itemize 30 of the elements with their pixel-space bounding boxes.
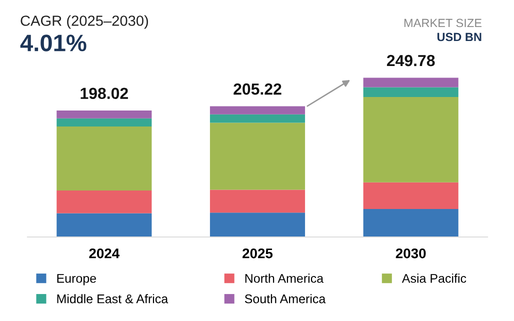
annotation: 198.02 — [80, 88, 128, 100]
legend-label: Middle East & Africa — [57, 294, 168, 304]
bar — [210, 190, 306, 213]
bar — [210, 122, 306, 190]
chart-subtitle: 4.01% — [20, 34, 86, 52]
bar — [363, 208, 458, 237]
bar — [363, 182, 458, 209]
annotation: 205.22 — [234, 83, 282, 95]
bar — [210, 114, 306, 123]
legend-label: Asia Pacific — [402, 274, 466, 283]
x-tick-label: 2030 — [396, 248, 426, 258]
bar — [363, 87, 458, 97]
annotation: 249.78 — [386, 54, 435, 66]
x-tick-label: 2025 — [242, 248, 273, 258]
bar — [56, 190, 152, 214]
bar — [363, 96, 458, 182]
text: USD BN — [437, 32, 482, 42]
bar — [210, 106, 306, 114]
x-tick-label: 2024 — [89, 248, 120, 258]
bar — [210, 212, 306, 237]
chart-title: CAGR (2025–2030) — [20, 15, 148, 29]
legend-label: South America — [244, 294, 326, 304]
bar — [56, 118, 152, 126]
text: MARKET SIZE — [404, 18, 482, 28]
bar — [363, 78, 458, 88]
bar — [56, 110, 152, 118]
bar — [56, 126, 152, 190]
legend-label: North America — [245, 274, 324, 283]
legend-label: Europe — [57, 274, 96, 286]
bar — [56, 213, 152, 237]
